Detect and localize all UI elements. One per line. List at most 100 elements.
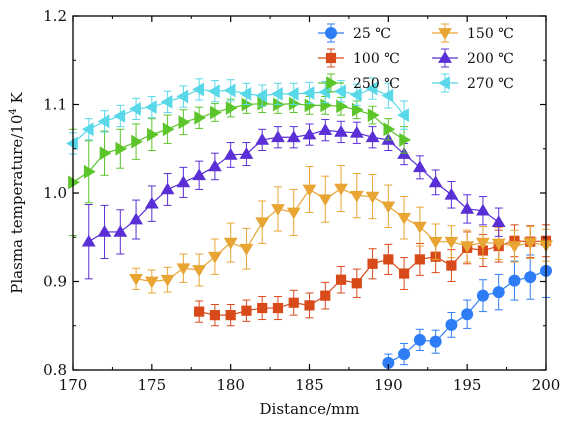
data-point <box>320 98 333 113</box>
y-tick-label: 0.9 <box>43 273 67 291</box>
data-point <box>383 122 396 137</box>
data-point <box>239 243 254 256</box>
data-point <box>508 274 521 287</box>
data-point <box>192 168 207 181</box>
data-point <box>492 286 505 299</box>
data-point <box>131 134 143 149</box>
x-tick-label: 180 <box>216 376 245 394</box>
data-point <box>381 201 396 214</box>
data-point <box>476 237 490 250</box>
data-point <box>381 88 394 103</box>
data-point <box>176 89 189 104</box>
data-point <box>160 182 175 195</box>
data-point <box>429 335 442 348</box>
data-point <box>147 127 159 142</box>
y-axis-title-superscript: 4 <box>8 108 19 114</box>
data-point <box>144 100 157 115</box>
data-point <box>460 241 475 253</box>
x-tick-label: 195 <box>453 376 482 394</box>
legend-marker <box>325 52 337 64</box>
series-line <box>72 103 405 183</box>
data-point <box>144 276 159 289</box>
data-point <box>399 133 411 147</box>
x-tick-label: 170 <box>59 376 88 394</box>
data-point <box>524 271 537 284</box>
data-point <box>225 310 236 321</box>
data-point <box>444 236 459 249</box>
data-point <box>208 84 220 99</box>
y-tick-label: 1.0 <box>43 184 67 202</box>
data-point <box>336 99 348 114</box>
data-point <box>176 175 191 188</box>
data-point <box>302 127 317 140</box>
data-point <box>257 302 268 314</box>
series-2 <box>129 165 553 294</box>
y-axis-title-suffix: K <box>8 92 26 109</box>
data-point <box>367 108 380 123</box>
data-point <box>223 148 238 160</box>
data-point <box>66 136 78 151</box>
data-point <box>223 237 238 250</box>
series-5 <box>66 77 409 155</box>
data-point <box>383 254 394 265</box>
data-point <box>208 159 222 172</box>
data-point <box>302 86 315 100</box>
data-point <box>351 278 362 289</box>
data-point <box>272 302 284 314</box>
data-point <box>192 82 204 97</box>
data-point <box>318 123 333 135</box>
data-point <box>349 125 364 138</box>
data-point <box>286 130 301 143</box>
data-point <box>239 86 252 101</box>
data-point <box>320 290 331 301</box>
legend-item: 250 ℃ <box>318 73 400 93</box>
data-point <box>113 225 128 237</box>
data-point <box>414 254 425 265</box>
data-point <box>160 274 175 287</box>
legend-item: 150 ℃ <box>432 23 514 43</box>
data-point <box>99 146 112 161</box>
legend-label: 150 ℃ <box>467 26 514 42</box>
data-point <box>302 184 317 197</box>
series-3 <box>81 119 506 280</box>
y-axis-title-prefix: Plasma temperature/10 <box>8 115 26 294</box>
data-point <box>255 88 268 103</box>
data-point <box>365 130 380 143</box>
data-point <box>397 108 409 123</box>
data-point <box>176 263 191 276</box>
series-0 <box>382 243 552 371</box>
data-point <box>81 234 96 247</box>
data-point <box>491 215 506 228</box>
data-point <box>304 98 317 113</box>
data-point <box>398 348 411 361</box>
data-point <box>399 268 410 279</box>
legend-item: 100 ℃ <box>318 48 400 68</box>
legend-label: 270 ℃ <box>467 76 514 92</box>
data-point <box>209 310 220 321</box>
data-point <box>129 274 143 286</box>
data-point <box>115 141 128 156</box>
data-point <box>271 130 285 143</box>
legend-item: 270 ℃ <box>432 73 514 93</box>
data-point <box>97 114 110 129</box>
data-point <box>334 125 348 137</box>
y-tick-label: 1.1 <box>43 96 67 114</box>
data-point <box>97 225 112 237</box>
data-point <box>476 203 490 216</box>
data-point <box>461 308 474 321</box>
data-point <box>162 122 175 137</box>
data-point <box>288 96 301 111</box>
data-point <box>257 96 270 111</box>
series-line <box>72 87 405 144</box>
data-point <box>286 207 301 220</box>
data-point <box>367 258 378 269</box>
data-point <box>129 102 141 116</box>
data-point <box>255 133 270 145</box>
data-point <box>288 297 299 308</box>
legend-marker <box>438 28 452 40</box>
data-point <box>349 190 364 203</box>
legend-label: 250 ℃ <box>353 76 400 92</box>
data-point <box>412 221 427 234</box>
